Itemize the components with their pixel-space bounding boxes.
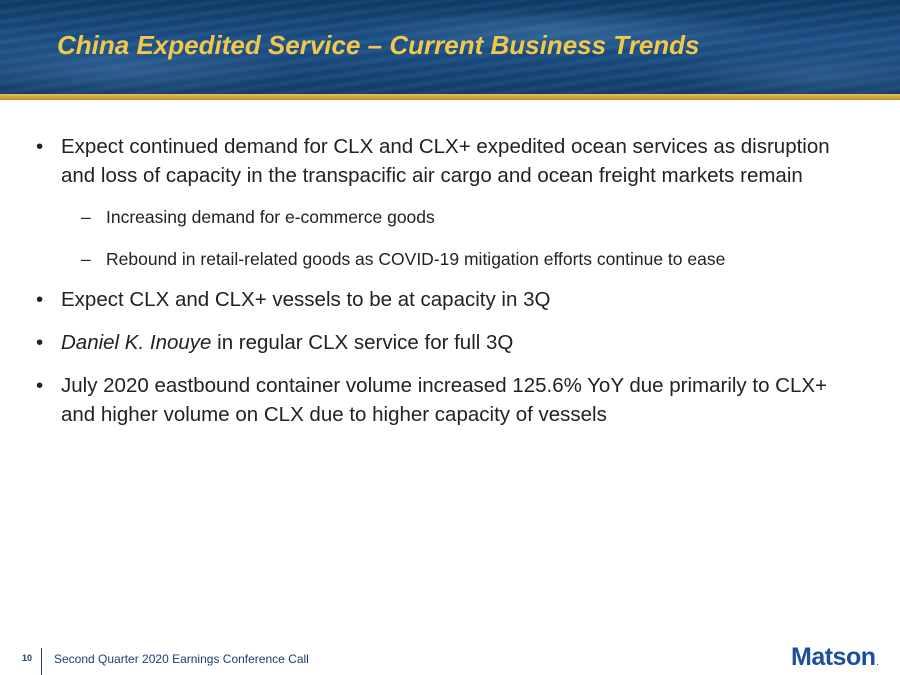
bullet-item: • July 2020 eastbound container volume i… xyxy=(35,371,835,429)
sub-bullet-text: Rebound in retail-related goods as COVID… xyxy=(106,249,726,269)
matson-logo: Matson. xyxy=(791,643,879,672)
logo-mark: . xyxy=(876,660,879,667)
bullet-item: • Daniel K. Inouye in regular CLX servic… xyxy=(35,328,835,357)
bullet-text: Expect continued demand for CLX and CLX+… xyxy=(61,135,830,187)
bullet-marker: • xyxy=(36,331,44,354)
header-banner xyxy=(0,0,900,94)
sub-bullet-item: – Increasing demand for e-commerce goods xyxy=(35,205,835,229)
bullet-marker: • xyxy=(36,135,44,158)
header-gold-stripe xyxy=(0,94,900,100)
bullet-item: • Expect continued demand for CLX and CL… xyxy=(35,132,835,190)
bullet-marker: • xyxy=(36,374,44,397)
logo-wordmark: Matson xyxy=(791,643,876,671)
bullet-item: • Expect CLX and CLX+ vessels to be at c… xyxy=(35,285,835,314)
footer-caption: Second Quarter 2020 Earnings Conference … xyxy=(54,652,309,666)
sub-bullet-item: – Rebound in retail-related goods as COV… xyxy=(35,247,835,271)
page-number: 10 xyxy=(22,653,33,663)
bullet-text: Expect CLX and CLX+ vessels to be at cap… xyxy=(61,288,551,311)
bullet-text: in regular CLX service for full 3Q xyxy=(211,331,514,354)
bullet-text: July 2020 eastbound container volume inc… xyxy=(61,374,828,426)
slide-title: China Expedited Service – Current Busine… xyxy=(57,30,700,60)
footer-divider xyxy=(41,648,42,675)
bullet-marker: • xyxy=(36,288,44,311)
sub-bullet-text: Increasing demand for e-commerce goods xyxy=(106,207,435,227)
slide-body: • Expect continued demand for CLX and CL… xyxy=(35,132,835,429)
vessel-name: Daniel K. Inouye xyxy=(61,331,212,354)
sub-bullet-marker: – xyxy=(81,249,91,269)
sub-bullet-marker: – xyxy=(81,207,91,227)
